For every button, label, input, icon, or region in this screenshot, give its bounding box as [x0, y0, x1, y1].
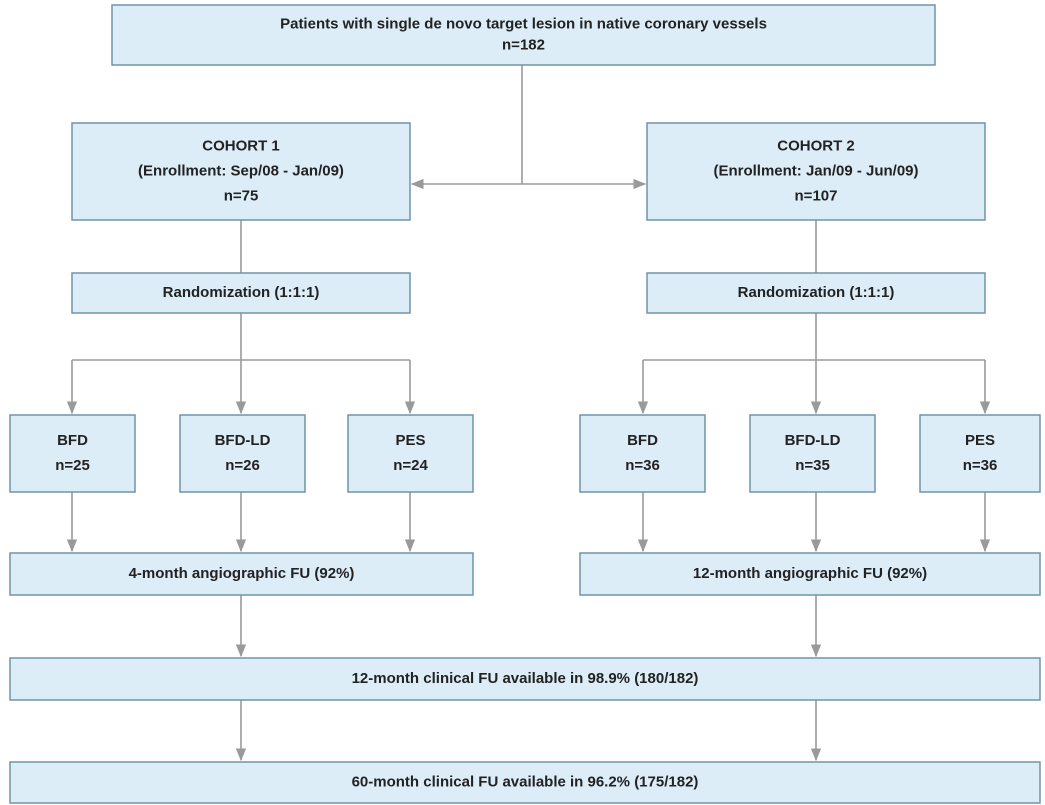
box-label: n=35	[795, 457, 830, 474]
box-label: n=107	[795, 187, 838, 204]
box-label: n=182	[502, 36, 545, 53]
box	[646, 272, 986, 314]
box-label: Randomization (1:1:1)	[738, 284, 895, 301]
box	[71, 272, 411, 314]
box	[179, 414, 306, 493]
boxes: Patients with single de novo target lesi…	[9, 4, 1041, 804]
box-label: n=24	[393, 457, 428, 474]
box-label: n=36	[625, 457, 660, 474]
box-label: COHORT 1	[202, 137, 280, 154]
box	[9, 414, 136, 493]
box-label: n=26	[225, 457, 260, 474]
box-label: Patients with single de novo target lesi…	[280, 15, 767, 32]
box	[111, 4, 936, 66]
box-label: PES	[395, 432, 425, 449]
box-label: BFD-LD	[215, 432, 271, 449]
box	[646, 122, 986, 221]
box-label: (Enrollment: Sep/08 - Jan/09)	[138, 162, 344, 179]
box-label: n=36	[963, 457, 998, 474]
box-label: 12-month angiographic FU (92%)	[693, 565, 927, 582]
box	[9, 657, 1041, 701]
box-label: PES	[965, 432, 995, 449]
box-label: 4-month angiographic FU (92%)	[129, 565, 355, 582]
box	[347, 414, 474, 493]
box-label: BFD	[627, 432, 658, 449]
box	[579, 552, 1041, 596]
box-label: n=75	[224, 187, 259, 204]
box	[749, 414, 876, 493]
box-label: (Enrollment: Jan/09 - Jun/09)	[713, 162, 918, 179]
box	[71, 122, 411, 221]
box-label: 60-month clinical FU available in 96.2% …	[352, 773, 699, 790]
box	[9, 552, 474, 596]
box	[919, 414, 1041, 493]
box	[579, 414, 706, 493]
connector	[72, 313, 985, 361]
box-label: BFD	[57, 432, 88, 449]
connectors	[66, 65, 991, 762]
box-label: Randomization (1:1:1)	[163, 284, 320, 301]
box	[9, 761, 1041, 804]
box-label: 12-month clinical FU available in 98.9% …	[352, 670, 699, 687]
box-label: BFD-LD	[785, 432, 841, 449]
box-label: n=25	[55, 457, 90, 474]
box-label: COHORT 2	[777, 137, 855, 154]
